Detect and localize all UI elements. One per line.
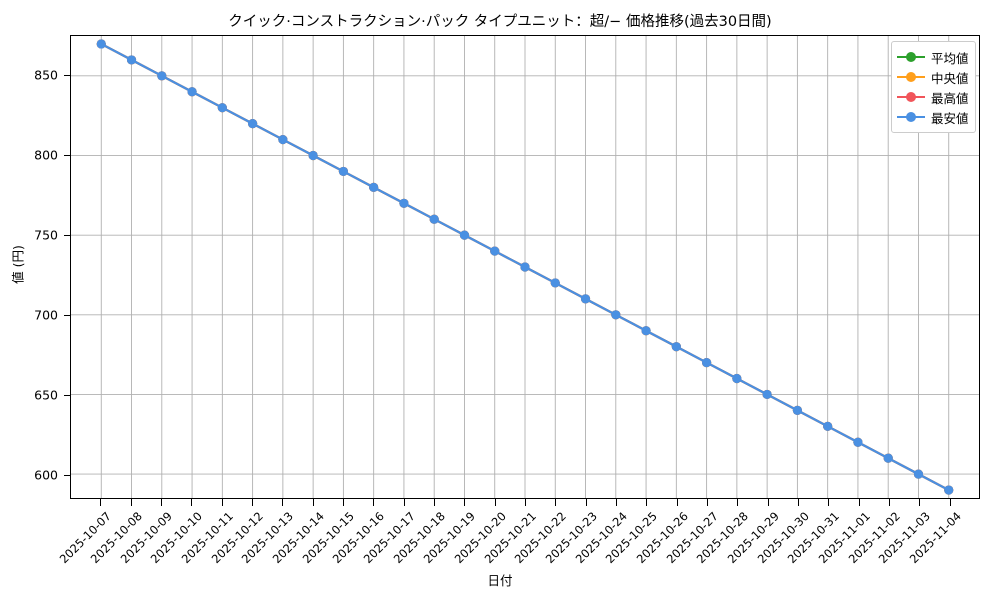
x-tick-mark [676, 499, 678, 506]
y-tick-label: 600 [34, 467, 58, 483]
y-tick-mark [63, 475, 70, 476]
series-layer [96, 39, 954, 495]
x-tick-mark [434, 499, 435, 506]
legend-marker-icon [897, 90, 925, 104]
y-tick-label: 700 [34, 307, 58, 323]
data-point-marker [399, 198, 409, 208]
data-point-marker [459, 230, 470, 240]
legend-dot-icon [906, 52, 916, 62]
data-point-marker [338, 166, 348, 176]
legend-marker-icon [897, 70, 925, 84]
data-point-marker [490, 246, 500, 256]
y-tick-label: 800 [34, 147, 58, 163]
legend-marker-icon [897, 110, 925, 124]
x-tick-mark [282, 499, 284, 506]
x-tick-mark [616, 499, 617, 506]
chart-legend[interactable]: 平均値中央値最高値最安値 [891, 41, 976, 133]
data-point-marker [853, 437, 863, 447]
legend-dot-icon [906, 92, 916, 102]
x-tick-mark [707, 499, 708, 506]
x-axis-title: 日付 [487, 573, 513, 588]
x-tick-mark [858, 499, 860, 506]
data-point-marker [308, 150, 318, 161]
x-tick-mark [373, 499, 375, 506]
plot-canvas [71, 36, 979, 498]
legend-dot-icon [906, 112, 916, 122]
data-point-marker [944, 485, 954, 495]
y-tick-label: 650 [34, 387, 58, 403]
legend-label: 平均値 [931, 50, 969, 66]
x-tick-mark [767, 499, 769, 506]
y-tick-mark [63, 315, 70, 316]
x-tick-mark [737, 499, 739, 506]
x-tick-mark [889, 499, 890, 506]
y-tick-label: 750 [34, 227, 58, 243]
y-tick-mark [63, 235, 70, 236]
legend-label: 最安値 [931, 110, 969, 126]
data-point-marker [702, 358, 712, 368]
chart-title: クイック·コンストラクション·パック タイプユニット：超/− 価格推移(過去30… [228, 14, 772, 30]
data-point-marker [580, 294, 591, 304]
x-tick-mark [252, 499, 253, 506]
data-point-marker [823, 421, 833, 431]
data-point-marker [429, 214, 439, 224]
data-point-marker [762, 389, 772, 400]
data-point-marker [671, 342, 681, 352]
x-tick-mark [828, 499, 830, 506]
x-tick-mark [798, 499, 799, 506]
data-point-marker [157, 71, 167, 81]
y-tick-mark [63, 395, 70, 396]
x-tick-mark [585, 499, 587, 506]
y-tick-mark [63, 75, 70, 76]
data-point-marker [217, 103, 227, 113]
data-point-marker [248, 119, 258, 129]
data-point-marker [369, 182, 379, 192]
y-axis-title: 値 (円) [10, 245, 26, 284]
data-point-marker [792, 405, 802, 415]
data-point-marker [883, 453, 893, 463]
data-point-marker [641, 326, 651, 336]
data-point-marker [126, 55, 137, 65]
x-tick-mark [221, 499, 223, 506]
data-point-marker [611, 310, 621, 320]
legend-label: 中央値 [931, 70, 969, 86]
plot-area [70, 35, 980, 499]
data-point-marker [550, 278, 560, 288]
data-point-marker [278, 134, 288, 145]
x-tick-mark [130, 499, 132, 506]
x-tick-mark [161, 499, 162, 506]
data-point-marker [187, 87, 197, 97]
x-tick-mark [525, 499, 526, 506]
x-tick-mark [312, 499, 314, 506]
data-point-marker [913, 469, 924, 479]
legend-item[interactable]: 最安値 [897, 107, 969, 127]
y-gridlines [71, 75, 979, 475]
data-point-marker [732, 373, 742, 384]
legend-marker-icon [897, 50, 925, 64]
legend-item[interactable]: 最高値 [897, 87, 969, 107]
data-series [96, 39, 954, 495]
legend-dot-icon [906, 72, 916, 82]
legend-label: 最高値 [931, 90, 969, 106]
x-tick-mark [464, 499, 466, 506]
x-tick-mark [191, 499, 193, 506]
data-point-marker [96, 39, 106, 49]
x-tick-mark [555, 499, 557, 506]
x-tick-mark [919, 499, 921, 506]
y-tick-label: 850 [34, 67, 58, 83]
legend-item[interactable]: 平均値 [897, 47, 969, 67]
data-point-marker [520, 262, 530, 272]
x-tick-mark [100, 499, 102, 506]
x-tick-mark [343, 499, 344, 506]
x-tick-mark [646, 499, 648, 506]
x-gridlines [100, 36, 950, 498]
x-tick-mark [403, 499, 405, 506]
x-tick-mark [494, 499, 496, 506]
y-tick-mark [63, 155, 70, 156]
legend-item[interactable]: 中央値 [897, 67, 969, 87]
x-tick-mark [949, 499, 951, 506]
